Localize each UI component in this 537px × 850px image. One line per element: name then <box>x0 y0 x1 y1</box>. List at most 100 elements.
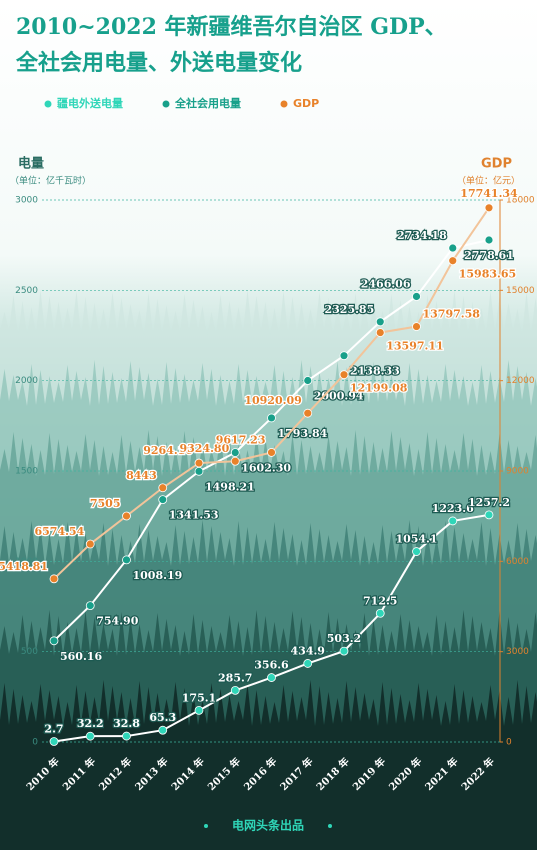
footer: 电网头条出品 <box>232 818 304 833</box>
value-label: 2778.61 <box>464 249 514 262</box>
title-line: 2010~2022 年新疆维吾尔自治区 GDP、 <box>16 14 447 40</box>
point <box>448 256 458 266</box>
value-label: 1602.30 <box>241 462 291 475</box>
point <box>484 203 494 213</box>
value-label: 1498.21 <box>205 480 255 493</box>
point <box>85 601 95 611</box>
value-label: 9617.23 <box>216 433 266 446</box>
y-tick-label: 2000 <box>15 376 38 386</box>
point <box>267 448 276 457</box>
tree-layer <box>0 680 537 850</box>
footer-dot <box>204 824 208 828</box>
value-label: 65.3 <box>149 711 176 724</box>
y-tick-label: 3000 <box>15 196 38 206</box>
y-tick-label: 1500 <box>15 467 38 477</box>
point <box>122 511 131 521</box>
point <box>339 370 349 380</box>
value-label: 1257.2 <box>468 496 510 509</box>
value-label: 1054.1 <box>395 533 437 546</box>
point <box>303 408 313 418</box>
value-label: 434.9 <box>291 644 325 657</box>
value-label: 8443 <box>126 469 157 482</box>
value-label: 175.1 <box>182 691 216 704</box>
y-axis-unit: （单位：亿千瓦时） <box>10 175 91 187</box>
y2-tick-label: 0 <box>506 738 512 748</box>
value-label: 560.16 <box>60 650 102 663</box>
legend-label: 全社会用电量 <box>174 96 241 110</box>
y-axis-label: 电量 <box>18 156 44 172</box>
point <box>230 448 240 457</box>
point <box>375 328 385 337</box>
y-tick-label: 500 <box>21 647 38 657</box>
value-label: 13797.58 <box>423 308 481 321</box>
value-label: 10920.09 <box>244 394 301 407</box>
point <box>194 458 204 468</box>
point <box>303 376 313 385</box>
y2-tick-label: 15000 <box>506 286 535 296</box>
value-label: 17741.34 <box>460 187 518 200</box>
value-label: 1008.19 <box>133 569 183 582</box>
point <box>267 673 276 682</box>
legend-label: GDP <box>293 97 319 110</box>
point <box>484 510 494 520</box>
y2-axis-label: GDP <box>481 157 512 172</box>
point <box>49 636 59 646</box>
value-label: 1341.53 <box>169 509 219 522</box>
value-label: 2138.33 <box>350 365 400 378</box>
value-label: 285.7 <box>218 671 252 684</box>
value-label: 754.90 <box>96 615 138 628</box>
point <box>85 539 95 549</box>
point <box>85 731 95 741</box>
point <box>158 725 168 735</box>
point <box>122 731 131 741</box>
legend-marker <box>44 100 52 108</box>
value-label: 13597.11 <box>386 340 443 353</box>
point <box>194 705 204 715</box>
y2-tick-label: 3000 <box>506 647 529 657</box>
value-label: 12199.08 <box>350 382 408 395</box>
point <box>339 646 349 656</box>
value-label: 6574.54 <box>34 525 84 538</box>
y-tick-label: 0 <box>32 738 38 748</box>
point <box>267 413 276 423</box>
value-label: 15983.65 <box>459 268 516 281</box>
point <box>448 516 458 526</box>
point <box>412 322 421 331</box>
value-label: 32.2 <box>77 717 104 730</box>
value-label: 503.2 <box>327 632 361 645</box>
point <box>194 466 204 476</box>
point <box>303 659 313 668</box>
point <box>230 456 240 466</box>
value-label: 712.5 <box>363 594 397 607</box>
point <box>339 351 349 361</box>
value-label: 2.7 <box>44 723 63 736</box>
value-label: 2734.18 <box>397 229 447 242</box>
point <box>122 555 131 565</box>
legend-marker <box>280 100 288 108</box>
value-label: 32.8 <box>113 717 140 730</box>
y2-axis-unit: （单位：亿元） <box>457 175 520 187</box>
value-label: 2466.06 <box>361 277 411 290</box>
y-tick-label: 1000 <box>15 557 38 567</box>
y2-tick-label: 9000 <box>506 467 529 477</box>
point <box>412 547 421 556</box>
point <box>448 243 458 253</box>
point <box>375 317 385 327</box>
legend-marker <box>162 100 170 108</box>
point <box>49 737 59 746</box>
forest <box>0 290 537 850</box>
footer-dot <box>328 824 332 828</box>
value-label: 2325.85 <box>324 303 374 316</box>
value-label: 9264.10 <box>143 444 193 457</box>
y2-tick-label: 18000 <box>506 196 535 206</box>
point <box>375 608 385 618</box>
point <box>230 685 240 695</box>
y2-tick-label: 12000 <box>506 376 535 386</box>
value-label: 7505 <box>90 497 121 510</box>
legend-label: 疆电外送电量 <box>57 96 123 110</box>
point <box>158 483 168 493</box>
title-line: 全社会用电量、外送电量变化 <box>15 50 302 76</box>
value-label: 1793.84 <box>278 427 328 440</box>
value-label: 5418.81 <box>0 560 48 573</box>
point <box>484 235 494 245</box>
